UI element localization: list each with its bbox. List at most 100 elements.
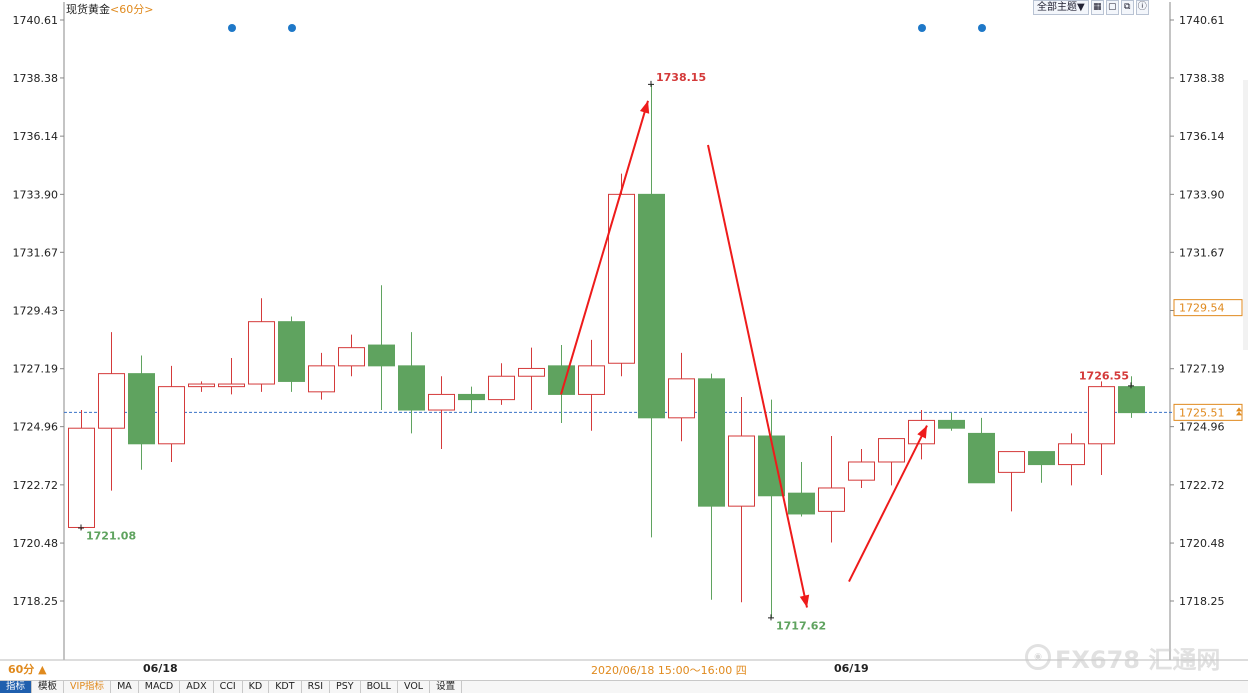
grid-icon[interactable]: ▦ xyxy=(1090,0,1104,15)
y-tick-label-left: 1724.96 xyxy=(13,421,59,434)
y-tick-label-right: 1724.96 xyxy=(1179,421,1225,434)
candle-body[interactable] xyxy=(878,438,905,463)
tab-7[interactable]: KD xyxy=(243,681,270,693)
y-tick-label-right: 1722.72 xyxy=(1179,479,1225,492)
watermark-logo-icon: ◉ xyxy=(1025,644,1051,670)
event-marker-dot[interactable] xyxy=(288,24,296,32)
annotation-arrow-line xyxy=(560,100,649,395)
annotation-arrow-line xyxy=(707,144,808,608)
tab-0[interactable]: 指标 xyxy=(0,681,33,693)
tab-2[interactable]: VIP指标 xyxy=(64,681,112,693)
annotation-arrow-head-icon xyxy=(639,100,650,114)
candle-body[interactable] xyxy=(668,378,695,419)
candle-body[interactable] xyxy=(788,492,815,515)
y-tick-label-left: 1720.48 xyxy=(13,537,59,550)
candle-body[interactable] xyxy=(698,378,725,507)
candle-body[interactable] xyxy=(968,432,995,484)
indicator-tabs: 指标 模板 VIP指标 MA MACD ADX CCI KD KDT RSI PSY BOLL VOL 设… xyxy=(0,680,1248,693)
annotation-arrow-head-icon xyxy=(917,425,927,439)
candle-body[interactable] xyxy=(308,365,335,393)
extreme-low-label: 1717.62 xyxy=(776,619,826,632)
candle-body[interactable] xyxy=(368,344,395,367)
candle-body[interactable] xyxy=(998,451,1025,473)
tab-3[interactable]: MA xyxy=(111,681,139,693)
candle-body[interactable] xyxy=(488,375,515,401)
candle-body[interactable] xyxy=(638,193,665,419)
tab-6[interactable]: CCI xyxy=(214,681,243,693)
candle-body[interactable] xyxy=(98,373,125,429)
cursor-time-label: 2020/06/18 15:00～16:00 四 xyxy=(591,664,747,677)
y-tick-label-left: 1727.19 xyxy=(13,363,59,376)
tab-10[interactable]: PSY xyxy=(330,681,361,693)
y-tick-label-left: 1731.67 xyxy=(13,246,59,259)
date-label-right: 06/19 xyxy=(834,662,869,675)
event-marker-dot[interactable] xyxy=(228,24,236,32)
y-tick-label-right: 1736.14 xyxy=(1179,130,1225,143)
extreme-cross-icon xyxy=(78,524,84,531)
y-tick-label-left: 1722.72 xyxy=(13,479,59,492)
y-tick-label-right: 1718.25 xyxy=(1179,595,1225,608)
restore-icon[interactable]: ⧉ xyxy=(1120,0,1134,15)
candle-body[interactable] xyxy=(818,487,845,512)
candle-body[interactable] xyxy=(248,321,275,385)
candle-body[interactable] xyxy=(1028,451,1055,466)
candle-body[interactable] xyxy=(278,321,305,382)
candle-body[interactable] xyxy=(728,435,755,507)
side-panel-edge[interactable] xyxy=(1243,80,1248,350)
y-tick-label-left: 1729.43 xyxy=(13,305,59,318)
candle-body[interactable] xyxy=(518,367,545,377)
y-tick-label-right: 1740.61 xyxy=(1179,14,1225,27)
tab-5[interactable]: ADX xyxy=(180,681,214,693)
time-axis-bar: 60分 ▲ 06/18 2020/06/18 15:00～16:00 四 06/… xyxy=(0,661,1248,680)
y-tick-label-left: 1740.61 xyxy=(13,14,59,27)
instrument-name: 现货黄金 xyxy=(66,3,110,16)
tab-1[interactable]: 模板 xyxy=(32,681,65,693)
extreme-high-label: 1738.15 xyxy=(656,71,706,84)
tab-9[interactable]: RSI xyxy=(302,681,330,693)
tab-12[interactable]: VOL xyxy=(398,681,431,693)
crosshair-price-box xyxy=(1173,299,1243,317)
y-tick-label-right: 1727.19 xyxy=(1179,363,1225,376)
extreme-cross-icon xyxy=(768,614,774,621)
candle-body[interactable] xyxy=(158,386,185,445)
period-selector[interactable]: 60分 ▲ xyxy=(8,663,47,676)
date-label-left: 06/18 xyxy=(143,662,178,675)
candle-body[interactable] xyxy=(128,373,155,445)
tab-4[interactable]: MACD xyxy=(139,681,181,693)
event-marker-dot[interactable] xyxy=(978,24,986,32)
chart-toolbar: 全部主题▼ ▦ ▢ ⧉ ⓘ xyxy=(1033,0,1149,15)
candle-body[interactable] xyxy=(938,419,965,429)
annotation-arrow-head-icon xyxy=(799,594,810,608)
info-icon[interactable]: ⓘ xyxy=(1135,0,1149,15)
current-price-box xyxy=(1173,403,1243,421)
candle-body[interactable] xyxy=(1118,386,1145,414)
candle-body[interactable] xyxy=(68,427,95,528)
event-marker-dot[interactable] xyxy=(918,24,926,32)
window-icon[interactable]: ▢ xyxy=(1105,0,1119,15)
candle-body[interactable] xyxy=(458,393,485,401)
candle-body[interactable] xyxy=(398,365,425,411)
candle-body[interactable] xyxy=(338,347,365,367)
y-tick-label-right: 1733.90 xyxy=(1179,188,1225,201)
y-tick-label-left: 1718.25 xyxy=(13,595,59,608)
tab-11[interactable]: BOLL xyxy=(361,681,398,693)
period-label: <60分> xyxy=(110,3,154,16)
theme-dropdown[interactable]: 全部主题▼ xyxy=(1033,0,1089,15)
candle-body[interactable] xyxy=(1088,386,1115,445)
tab-8[interactable]: KDT xyxy=(269,681,302,693)
tab-13[interactable]: 设置 xyxy=(430,681,463,693)
extreme-cross-icon xyxy=(1128,382,1134,389)
candle-body[interactable] xyxy=(848,461,875,481)
candle-body[interactable] xyxy=(428,393,455,411)
candle-body[interactable] xyxy=(188,383,215,388)
candle-body[interactable] xyxy=(218,383,245,388)
extreme-cross-icon xyxy=(648,80,654,87)
instrument-title: 现货黄金<60分> xyxy=(66,1,153,17)
y-tick-label-left: 1733.90 xyxy=(13,188,59,201)
candle-body[interactable] xyxy=(1058,443,1085,466)
extreme-low-label: 1721.08 xyxy=(86,529,136,542)
crosshair-price-label: 1729.54 xyxy=(1179,302,1225,315)
candle-body[interactable] xyxy=(578,365,605,395)
